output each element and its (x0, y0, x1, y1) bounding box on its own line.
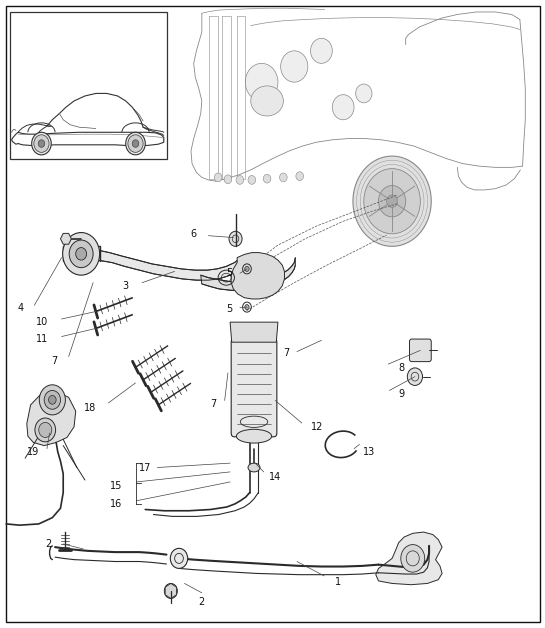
Text: 11: 11 (36, 334, 48, 344)
Text: 9: 9 (399, 389, 405, 399)
Circle shape (407, 368, 422, 386)
Circle shape (229, 231, 242, 246)
Circle shape (332, 95, 354, 120)
Circle shape (76, 247, 87, 260)
Circle shape (245, 266, 249, 271)
Text: 7: 7 (51, 356, 57, 366)
Circle shape (69, 240, 93, 268)
Text: 7: 7 (211, 399, 217, 409)
FancyBboxPatch shape (409, 339, 431, 362)
Circle shape (35, 418, 56, 442)
Circle shape (126, 133, 146, 155)
Circle shape (34, 135, 49, 153)
Polygon shape (81, 249, 242, 280)
Text: 16: 16 (110, 499, 123, 509)
Bar (10, 12, 167, 159)
Polygon shape (27, 391, 76, 446)
Circle shape (39, 423, 52, 438)
Circle shape (364, 169, 420, 234)
Circle shape (353, 156, 431, 246)
Circle shape (128, 135, 143, 153)
Text: 14: 14 (269, 472, 281, 482)
Text: 4: 4 (18, 303, 24, 313)
Circle shape (170, 548, 187, 568)
Circle shape (44, 391, 60, 409)
Circle shape (280, 173, 287, 181)
Text: 13: 13 (363, 447, 376, 457)
Text: 1: 1 (335, 577, 341, 587)
Circle shape (245, 63, 278, 101)
Ellipse shape (237, 430, 271, 443)
Circle shape (296, 172, 304, 180)
Text: 17: 17 (138, 462, 151, 472)
Text: 12: 12 (311, 422, 323, 432)
Circle shape (311, 38, 332, 63)
Text: 18: 18 (84, 403, 96, 413)
Circle shape (356, 84, 372, 103)
Text: 19: 19 (27, 447, 39, 457)
Circle shape (386, 195, 397, 207)
Circle shape (165, 583, 177, 598)
Circle shape (214, 173, 222, 181)
Ellipse shape (251, 86, 283, 116)
Circle shape (263, 174, 271, 183)
Circle shape (49, 396, 56, 404)
Circle shape (32, 133, 51, 155)
Circle shape (401, 544, 425, 572)
Polygon shape (230, 322, 278, 342)
Text: 2: 2 (45, 539, 52, 549)
Circle shape (248, 175, 256, 184)
Text: 8: 8 (399, 363, 405, 373)
Text: 2: 2 (199, 597, 205, 607)
Circle shape (132, 140, 139, 148)
Text: 3: 3 (123, 281, 129, 291)
Text: 5: 5 (226, 304, 232, 314)
Circle shape (281, 51, 308, 82)
Text: 5: 5 (226, 268, 232, 278)
Circle shape (63, 232, 100, 275)
Circle shape (245, 305, 249, 310)
FancyBboxPatch shape (231, 338, 277, 437)
Text: 15: 15 (110, 480, 123, 490)
Circle shape (236, 175, 244, 184)
Ellipse shape (248, 463, 260, 472)
Polygon shape (201, 257, 295, 291)
Circle shape (39, 385, 65, 415)
Circle shape (379, 185, 405, 217)
Polygon shape (231, 252, 284, 299)
Polygon shape (376, 532, 442, 585)
Text: 7: 7 (283, 348, 290, 358)
Text: 6: 6 (191, 229, 197, 239)
Circle shape (38, 140, 45, 148)
Circle shape (224, 175, 232, 183)
Text: 10: 10 (36, 317, 48, 327)
